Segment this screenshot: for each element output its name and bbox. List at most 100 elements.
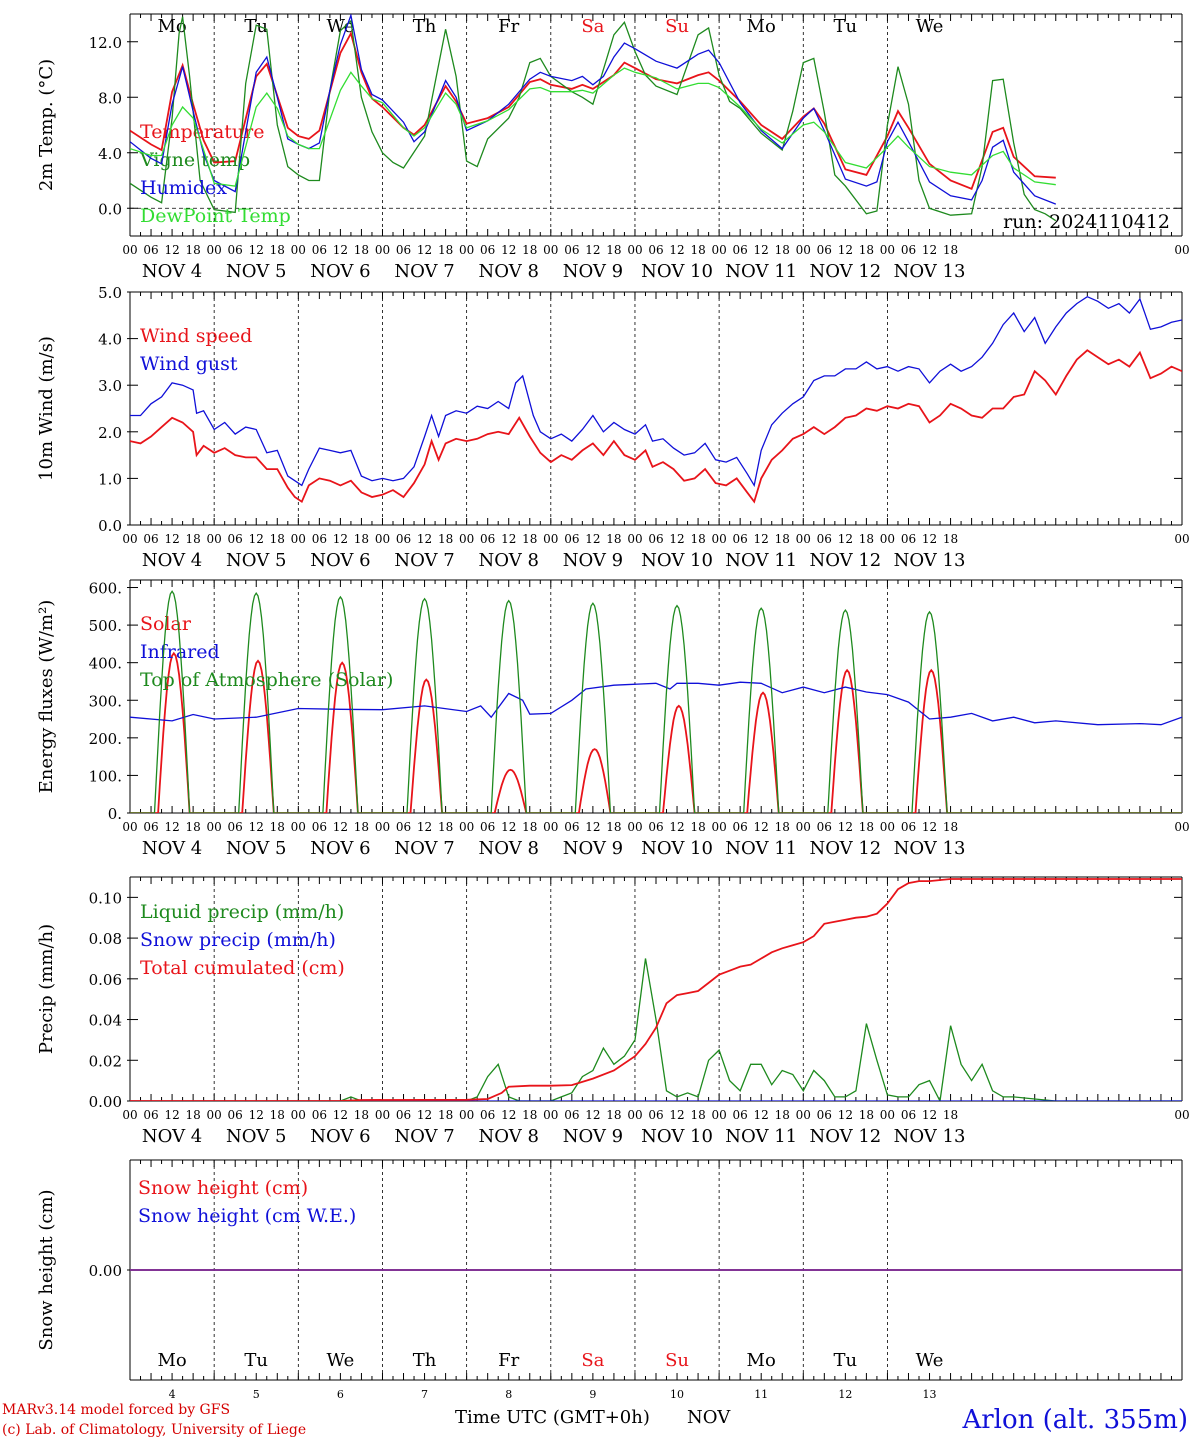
hour-label: 06 bbox=[312, 532, 327, 546]
date-label: NOV 5 bbox=[226, 550, 286, 571]
legend-entry: DewPoint Temp bbox=[140, 205, 291, 227]
hour-label: 06 bbox=[901, 243, 916, 257]
hour-label: 12 bbox=[249, 243, 264, 257]
hour-label: 06 bbox=[648, 820, 663, 834]
hour-label: 00 bbox=[1174, 820, 1189, 834]
y-tick-label: 0.0 bbox=[98, 200, 122, 218]
hour-label: 18 bbox=[522, 1108, 537, 1122]
day-number: 13 bbox=[923, 1388, 937, 1401]
series-line bbox=[130, 349, 1182, 504]
hour-label: 18 bbox=[522, 532, 537, 546]
hour-label: 12 bbox=[585, 532, 600, 546]
y-tick-label: 0.10 bbox=[89, 889, 122, 907]
legend-entry: Snow precip (mm/h) bbox=[140, 929, 336, 951]
hour-label: 00 bbox=[1174, 532, 1189, 546]
y-tick-label: 200. bbox=[89, 730, 122, 748]
date-label: NOV 5 bbox=[226, 1126, 286, 1147]
hour-label: 12 bbox=[838, 820, 853, 834]
hour-label: 06 bbox=[733, 532, 748, 546]
hour-label: 18 bbox=[859, 820, 874, 834]
hour-label: 18 bbox=[690, 532, 705, 546]
hour-label: 06 bbox=[648, 243, 663, 257]
hour-label: 06 bbox=[480, 1108, 495, 1122]
hour-label: 00 bbox=[122, 1108, 137, 1122]
hour-label: 00 bbox=[459, 1108, 474, 1122]
hour-label: 00 bbox=[627, 532, 642, 546]
date-label: NOV 13 bbox=[894, 1126, 966, 1147]
hour-label: 18 bbox=[354, 532, 369, 546]
series-line bbox=[130, 681, 1182, 726]
date-label: NOV 10 bbox=[641, 1126, 713, 1147]
hour-label: 12 bbox=[669, 243, 684, 257]
hour-label: 00 bbox=[375, 532, 390, 546]
hour-label: 18 bbox=[859, 532, 874, 546]
day-name: Tu bbox=[834, 16, 858, 37]
hour-label: 12 bbox=[164, 243, 179, 257]
hour-label: 18 bbox=[270, 820, 285, 834]
panel-4: 0.00 0.02 0.04 0.06 0.08 0.10 Precip (mm/h) 00 0… bbox=[36, 876, 1190, 1147]
hour-label: 12 bbox=[585, 243, 600, 257]
date-label: NOV 13 bbox=[894, 838, 966, 859]
date-label: NOV 4 bbox=[142, 261, 202, 282]
hour-label: 12 bbox=[249, 820, 264, 834]
y-tick-label: 500. bbox=[89, 617, 122, 635]
hour-label: 00 bbox=[122, 532, 137, 546]
date-label: NOV 7 bbox=[394, 1126, 454, 1147]
hour-label: 06 bbox=[228, 243, 243, 257]
hour-label: 12 bbox=[501, 532, 516, 546]
hour-label: 00 bbox=[796, 1108, 811, 1122]
hour-label: 06 bbox=[733, 820, 748, 834]
hour-label: 18 bbox=[943, 1108, 958, 1122]
date-label: NOV 9 bbox=[563, 838, 623, 859]
hour-label: 12 bbox=[501, 1108, 516, 1122]
legend-entry: Snow height (cm W.E.) bbox=[138, 1205, 356, 1227]
hour-label: 12 bbox=[417, 532, 432, 546]
y-axis-title: 10m Wind (m/s) bbox=[36, 336, 57, 481]
legend-entry: Humidex bbox=[140, 177, 227, 199]
hour-label: 18 bbox=[438, 532, 453, 546]
hour-label: 18 bbox=[606, 820, 621, 834]
hour-label: 00 bbox=[122, 820, 137, 834]
hour-label: 18 bbox=[522, 243, 537, 257]
y-axis-title: Energy fluxes (W/m²) bbox=[36, 600, 57, 794]
day-number: 7 bbox=[421, 1388, 428, 1401]
hour-label: 06 bbox=[901, 532, 916, 546]
date-label: NOV 7 bbox=[394, 550, 454, 571]
date-label: NOV 9 bbox=[563, 550, 623, 571]
hour-label: 18 bbox=[775, 243, 790, 257]
hour-label: 18 bbox=[859, 243, 874, 257]
hour-label: 06 bbox=[733, 1108, 748, 1122]
hour-label: 06 bbox=[564, 532, 579, 546]
date-label: NOV 12 bbox=[809, 1126, 881, 1147]
day-name: We bbox=[327, 1350, 355, 1371]
day-number: 5 bbox=[253, 1388, 260, 1401]
hour-label: 06 bbox=[817, 820, 832, 834]
hour-label: 00 bbox=[1174, 1108, 1189, 1122]
hour-label: 06 bbox=[396, 820, 411, 834]
legend-entry: Wind gust bbox=[140, 353, 238, 375]
hour-label: 06 bbox=[396, 243, 411, 257]
hour-label: 00 bbox=[880, 1108, 895, 1122]
day-number: 4 bbox=[169, 1388, 176, 1401]
panel-1: 0.0 4.0 8.0 12.0 2m Temp. (°C) 00 06 12 18 NOV 4 0… bbox=[36, 13, 1190, 282]
day-number: 9 bbox=[589, 1388, 596, 1401]
hour-label: 12 bbox=[585, 1108, 600, 1122]
hour-label: 06 bbox=[564, 1108, 579, 1122]
y-tick-label: 4.0 bbox=[98, 331, 122, 349]
hour-label: 06 bbox=[733, 243, 748, 257]
day-number: 6 bbox=[337, 1388, 344, 1401]
hour-label: 12 bbox=[922, 532, 937, 546]
hour-label: 12 bbox=[164, 1108, 179, 1122]
hour-label: 18 bbox=[185, 532, 200, 546]
panel-5: 0.00 Snow height (cm) Mo Tu We Th Fr Sa Su Mo Tu We… bbox=[36, 1159, 1183, 1381]
hour-label: 06 bbox=[143, 820, 158, 834]
date-label: NOV 6 bbox=[310, 261, 370, 282]
date-label: NOV 13 bbox=[894, 550, 966, 571]
hour-label: 00 bbox=[880, 243, 895, 257]
y-tick-label: 4.0 bbox=[98, 145, 122, 163]
y-axis-title: Precip (mm/h) bbox=[36, 924, 57, 1054]
date-label: NOV 5 bbox=[226, 838, 286, 859]
y-tick-label: 3.0 bbox=[98, 377, 122, 395]
hour-label: 00 bbox=[543, 532, 558, 546]
